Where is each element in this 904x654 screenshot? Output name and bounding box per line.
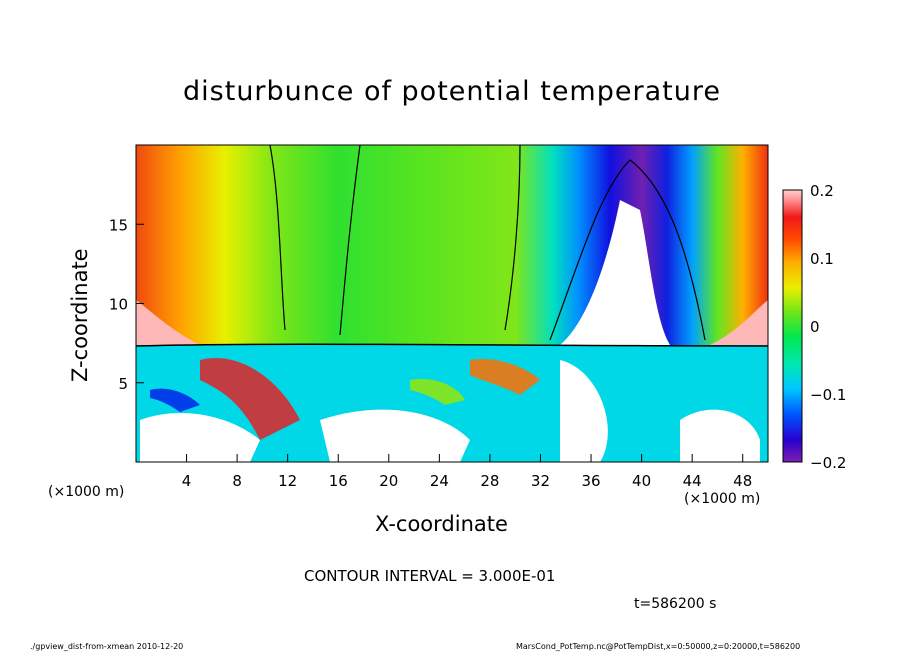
colorbar-tick-label: 0 xyxy=(810,318,820,336)
x-tick-label: 8 xyxy=(232,472,242,490)
footer-left: ./gpview_dist-from-xmean 2010-12-20 xyxy=(30,642,184,651)
y-tick-label: 5 xyxy=(118,375,128,393)
x-unit-label-left: (×1000 m) xyxy=(48,484,125,500)
x-tick-label: 28 xyxy=(480,472,499,490)
footer-right: MarsCond_PotTemp.nc@PotTempDist,x=0:5000… xyxy=(516,642,801,651)
x-tick-label: 20 xyxy=(379,472,398,490)
x-tick-label: 24 xyxy=(430,472,449,490)
x-tick-label: 32 xyxy=(531,472,550,490)
cold-anomaly-core xyxy=(560,200,670,345)
x-ticks: 4 8 12 16 20 24 28 32 36 40 44 48 xyxy=(182,454,752,490)
x-axis-label: X-coordinate xyxy=(375,512,508,536)
contour-interval-label: CONTOUR INTERVAL = 3.000E-01 xyxy=(304,567,556,585)
x-tick-label: 4 xyxy=(182,472,192,490)
x-tick-label: 40 xyxy=(632,472,651,490)
x-tick-label: 36 xyxy=(581,472,600,490)
y-tick-label: 15 xyxy=(109,216,128,234)
colorbar-tick-label: 0.2 xyxy=(810,182,834,200)
colorbar-ticks: 0.2 0.1 0 −0.1 −0.2 xyxy=(810,182,846,472)
x-tick-label: 16 xyxy=(329,472,348,490)
y-tick-label: 10 xyxy=(109,296,128,314)
x-tick-label: 44 xyxy=(683,472,702,490)
y-ticks: 5 10 15 xyxy=(109,216,144,393)
time-label: t=586200 s xyxy=(634,596,717,612)
warm-edge-right xyxy=(710,300,768,345)
x-tick-label: 12 xyxy=(278,472,297,490)
x-unit-label-right: (×1000 m) xyxy=(684,491,761,507)
y-axis-label: Z-coordinate xyxy=(68,248,92,382)
x-tick-label: 48 xyxy=(733,472,752,490)
warm-edge-left xyxy=(136,300,200,345)
colorbar-tick-label: 0.1 xyxy=(810,250,834,268)
chart-title: disturbunce of potential temperature xyxy=(183,76,721,107)
heatmap-field xyxy=(136,145,768,462)
colorbar xyxy=(782,189,803,463)
colorbar-tick-label: −0.2 xyxy=(810,454,846,472)
colorbar-tick-label: −0.1 xyxy=(810,386,846,404)
